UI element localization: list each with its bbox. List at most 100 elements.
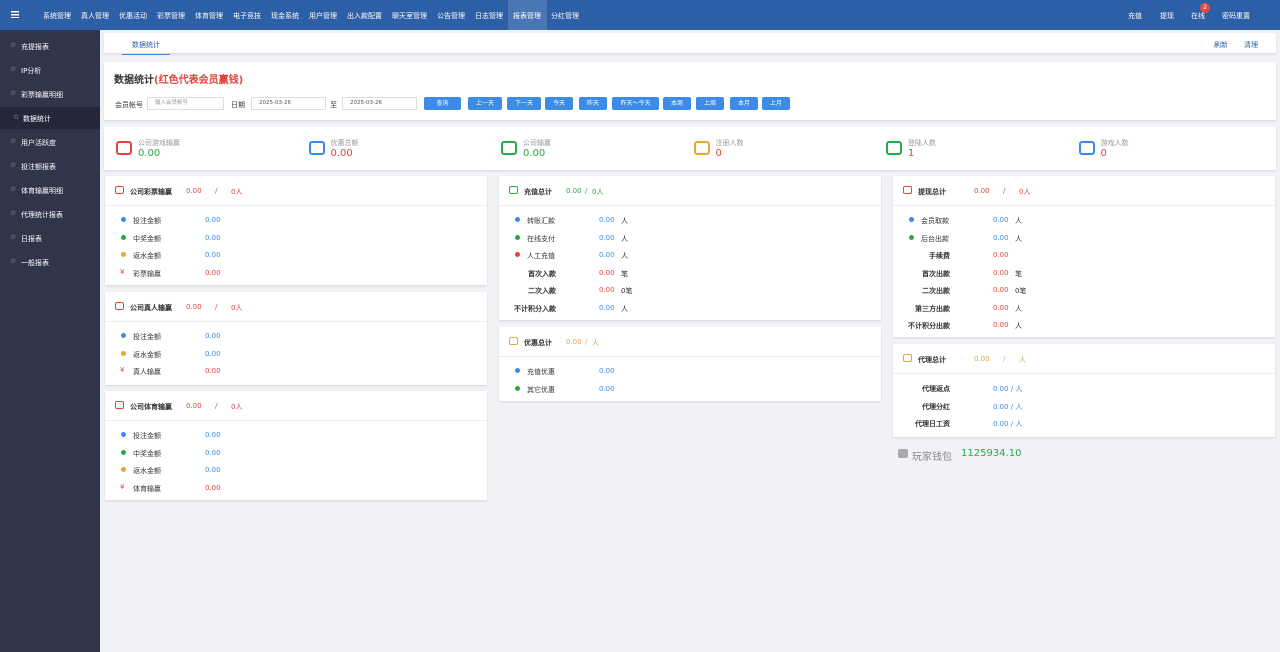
account-label: 会员帐号 [115, 101, 143, 109]
filter-button[interactable]: 昨天 [579, 97, 607, 110]
card-icon [903, 186, 912, 194]
row-label: 代理分红 [922, 402, 950, 411]
date-from[interactable]: 2025-03-26 [251, 97, 326, 110]
stat-icon [1078, 141, 1095, 155]
row-label: 二次入款 [528, 287, 556, 295]
row-label: 不计积分入款 [514, 304, 556, 313]
nav-item[interactable]: 报表管理 [513, 12, 541, 20]
row-value: 0.00 [205, 367, 221, 375]
card-divider [499, 205, 881, 206]
row-label: 二次出款 [922, 287, 950, 295]
nav-item[interactable]: 优惠活动 [119, 12, 147, 20]
nav-item[interactable]: 聊天室管理 [392, 12, 427, 20]
nav-reset[interactable]: 密码重置 [1222, 12, 1250, 20]
row-unit: 人 [621, 252, 628, 260]
row-label: 其它优惠 [527, 385, 555, 394]
sidebar-icon [10, 41, 16, 49]
row-label: 中奖金额 [133, 449, 161, 458]
stat-label: 注册人数 [715, 139, 744, 147]
row-value: 0.00 [993, 268, 1009, 277]
row-value: 0.00 [205, 332, 221, 340]
nav-item[interactable]: 公告管理 [437, 12, 465, 20]
nav-item[interactable]: 出入款配置 [347, 12, 382, 20]
row-value: 0.00 [205, 431, 221, 439]
row-dot [909, 234, 914, 240]
sidebar-item[interactable]: 用户活跃度 [21, 139, 56, 147]
sidebar-item[interactable]: 日报表 [21, 235, 42, 243]
card-title: 公司彩票输赢 [130, 188, 172, 196]
card-title: 公司体育输赢 [130, 403, 172, 411]
row-value: 0.00 / 人 [993, 402, 1023, 411]
date-label: 日期 [231, 101, 245, 109]
sidebar-item[interactable]: 充提报表 [21, 43, 49, 51]
row-value: 0.00 / 人 [993, 420, 1023, 428]
card-icon [903, 354, 912, 362]
filter-button[interactable]: 查询 [424, 97, 461, 110]
nav-recharge[interactable]: 充值 [1128, 12, 1142, 20]
card-total: 0.00 [186, 187, 202, 195]
menu-icon[interactable] [11, 11, 19, 18]
row-label: 彩票输赢 [133, 269, 161, 278]
card-divider [893, 373, 1275, 374]
filter-button[interactable]: 上月 [762, 97, 790, 110]
row-dot [121, 467, 126, 472]
row-label: 投注金额 [133, 217, 161, 225]
row-label: 转账汇款 [527, 217, 555, 225]
sidebar-active-bg [0, 107, 100, 129]
nav-item[interactable]: 分红管理 [551, 12, 579, 20]
account-input[interactable]: 输入会员帐号 [147, 97, 224, 110]
filter-button[interactable]: 今天 [545, 97, 573, 110]
row-icon [120, 268, 124, 276]
date-to[interactable]: 2025-03-26 [342, 97, 417, 110]
row-label: 首次入款 [528, 269, 556, 278]
row-value: 0.00 [205, 483, 221, 492]
filter-button[interactable]: 上一天 [468, 97, 502, 110]
filter-button[interactable]: 本月 [730, 97, 758, 110]
nav-item[interactable]: 真人管理 [81, 12, 109, 20]
card-title: 代理总计 [918, 356, 946, 364]
sidebar-item[interactable]: 彩票输赢明细 [21, 91, 63, 99]
row-value: 0.00 [599, 233, 615, 242]
row-dot [121, 234, 126, 240]
filter-button[interactable]: 昨天～今天 [612, 97, 659, 110]
row-icon [120, 366, 124, 374]
nav-online[interactable]: 在线 [1191, 12, 1205, 20]
nav-item[interactable]: 电子竞技 [233, 12, 261, 20]
sidebar-item[interactable]: IP分析 [21, 67, 42, 75]
nav-item[interactable]: 现金系统 [271, 12, 299, 20]
nav-item[interactable]: 体育管理 [195, 12, 223, 20]
filter-button[interactable]: 下一天 [507, 97, 541, 110]
sidebar-item[interactable]: 体育输赢明细 [21, 187, 63, 195]
nav-item[interactable]: 日志管理 [475, 12, 503, 20]
card-total: 0.00 [186, 402, 202, 410]
row-value: 0.00 [205, 448, 221, 457]
row-value: 0.00 [205, 268, 221, 277]
card-count: 人 [1019, 356, 1026, 364]
row-value: 0.00 [599, 268, 615, 277]
sidebar-item[interactable]: 一般报表 [21, 259, 49, 267]
filter-button[interactable]: 上周 [696, 97, 724, 110]
filter-panel: 数据统计 (红色代表会员赢钱) 会员帐号 输入会员帐号 日期 2025-03-26 至 202… [104, 62, 1276, 120]
sidebar-icon [10, 185, 16, 193]
row-value: 0.00 [205, 233, 221, 242]
nav-withdraw[interactable]: 提现 [1160, 12, 1174, 20]
row-label: 返水金额 [133, 467, 161, 475]
row-dot [515, 252, 520, 257]
top-bar: 系统管理 真人管理 优惠活动 彩票管理 体育管理 电子竞技 现金系统 用户管理 出入款配置 聊天室… [0, 0, 1280, 30]
tab[interactable]: 数据统计 [122, 40, 170, 55]
sidebar-item[interactable]: 代理统计报表 [21, 211, 63, 219]
card-sep: / [215, 187, 218, 195]
filter-button[interactable]: 本周 [663, 97, 691, 110]
card-title: 充值总计 [524, 188, 552, 196]
tab-refresh[interactable]: 刷新 [1214, 41, 1228, 49]
sidebar-item[interactable]: 数据统计 [23, 115, 51, 123]
nav-item[interactable]: 系统管理 [43, 12, 71, 20]
tab-clear[interactable]: 清理 [1244, 41, 1258, 49]
card-icon [509, 337, 518, 345]
nav-item[interactable]: 彩票管理 [157, 12, 185, 20]
row-dot [909, 217, 914, 222]
row-dot [515, 217, 520, 222]
nav-item[interactable]: 用户管理 [309, 12, 337, 20]
sidebar-item[interactable]: 投注额报表 [21, 163, 56, 171]
